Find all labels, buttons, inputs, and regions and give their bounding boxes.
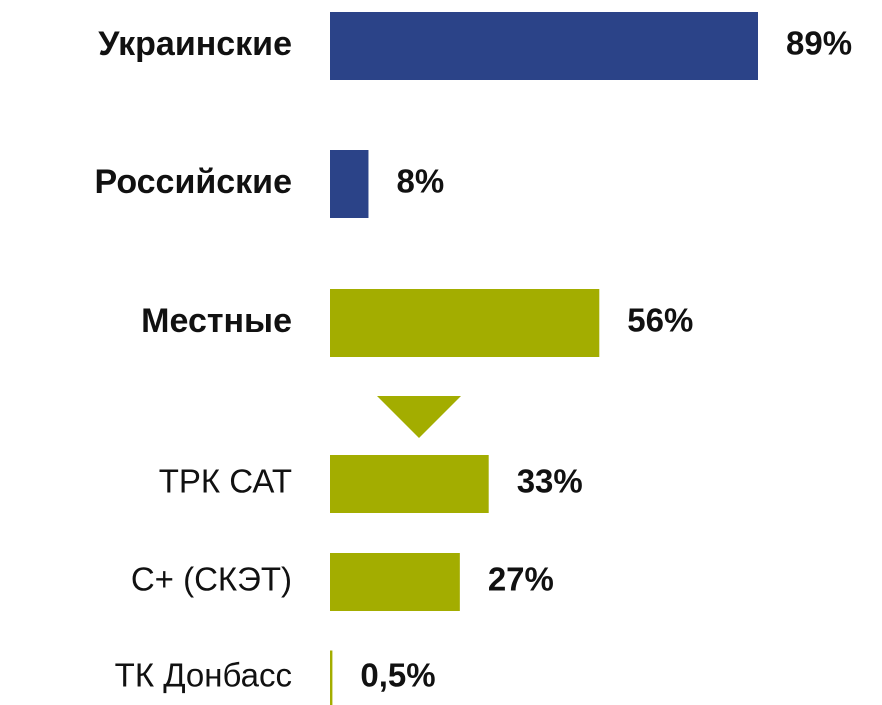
category-label: ТРК САТ	[159, 463, 292, 500]
bar	[330, 150, 369, 218]
value-label: 0,5%	[360, 657, 435, 694]
bar	[330, 553, 460, 611]
arrow-down	[377, 396, 461, 438]
bar	[330, 650, 333, 705]
category-label: Местные	[141, 302, 292, 340]
bar	[330, 455, 489, 513]
category-label: С+ (СКЭТ)	[131, 561, 292, 598]
bar	[330, 289, 600, 357]
value-label: 89%	[786, 25, 852, 62]
value-label: 33%	[517, 463, 583, 500]
category-label: Украинские	[98, 25, 292, 63]
bar	[330, 12, 758, 80]
category-label: ТК Донбасс	[115, 657, 292, 694]
value-label: 8%	[396, 163, 444, 200]
value-label: 56%	[627, 302, 693, 339]
category-label: Российские	[94, 163, 292, 201]
value-label: 27%	[488, 561, 554, 598]
